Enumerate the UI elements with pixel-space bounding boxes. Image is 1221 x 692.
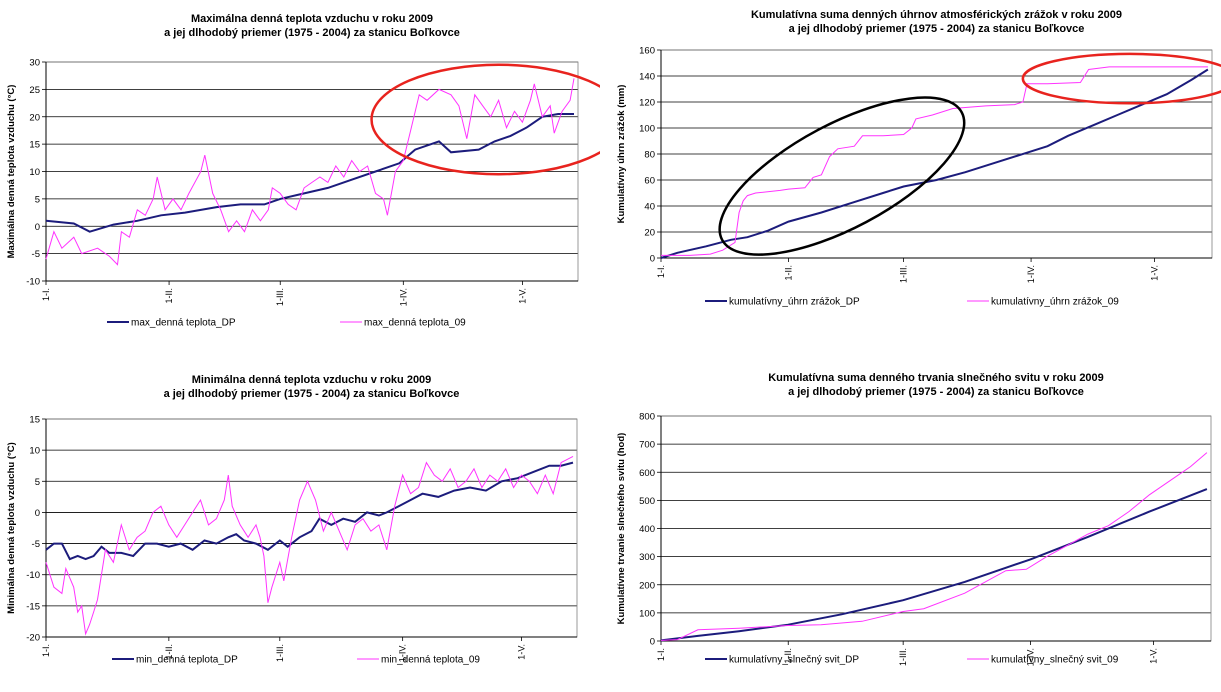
series-line-y09 [660, 452, 1208, 641]
y-tick-label: 100 [639, 608, 655, 619]
y-tick-label: 10 [29, 446, 40, 457]
y-axis-label: Maximálna denná teplota vzduchu (°C) [6, 85, 17, 259]
x-tick-label: 1-I. [656, 648, 666, 661]
y-tick-label: -10 [26, 570, 40, 581]
y-tick-label: 700 [639, 440, 655, 451]
x-tick-label: 1-V. [1149, 265, 1159, 281]
y-tick-label: -5 [32, 249, 40, 260]
chart-title: Kumulatívna suma denného trvania slnečné… [768, 372, 1104, 384]
y-tick-label: 300 [639, 552, 655, 563]
series-line-dp [45, 461, 574, 561]
legend-label: kumulatívny_úhrn zrážok_09 [991, 297, 1119, 308]
y-axis-label: Kumulatívne trvanie slnečného svitu (hod… [616, 433, 627, 625]
y-tick-label: 25 [29, 85, 40, 96]
x-tick-label: 1-IV. [398, 644, 408, 662]
x-tick-label: 1-IV. [398, 288, 408, 306]
y-tick-label: 5 [35, 477, 40, 488]
plot-area [45, 418, 578, 638]
legend-label: max_denná teplota_09 [364, 318, 466, 329]
y-tick-label: 20 [644, 228, 655, 239]
y-tick-label: 0 [35, 222, 40, 233]
y-tick-label: 40 [644, 202, 655, 213]
y-tick-label: 140 [639, 72, 655, 83]
y-tick-label: 15 [29, 415, 40, 426]
x-tick-label: 1-I. [41, 644, 51, 657]
x-tick-label: 1-II. [164, 288, 174, 304]
x-tick-label: 1-I. [656, 265, 666, 278]
legend-label: min_denná teplota_DP [136, 655, 238, 666]
y-tick-label: 600 [639, 468, 655, 479]
legend-label: max_denná teplota_DP [131, 318, 236, 329]
y-tick-label: -10 [26, 277, 40, 288]
x-tick-label: 1-V. [517, 288, 527, 304]
highlight-ellipse [370, 63, 600, 176]
series-line-dp [660, 68, 1209, 259]
y-tick-label: 15 [29, 140, 40, 151]
y-tick-label: 200 [639, 580, 655, 591]
x-tick-label: 1-II. [783, 648, 793, 664]
series-line-y09 [45, 78, 575, 266]
chart-subtitle: a jej dlhodobý priemer (1975 - 2004) za … [788, 386, 1084, 398]
y-tick-label: 0 [35, 508, 40, 519]
y-tick-label: -5 [32, 539, 40, 550]
x-tick-label: 1-III. [898, 648, 908, 666]
y-tick-label: 60 [644, 176, 655, 187]
y-tick-label: 120 [639, 98, 655, 109]
x-tick-label: 1-III. [899, 265, 909, 283]
y-tick-label: 500 [639, 496, 655, 507]
x-tick-label: 1-II. [164, 644, 174, 660]
y-tick-label: 30 [29, 58, 40, 69]
x-tick-label: 1-III. [275, 288, 285, 306]
y-tick-label: 0 [650, 254, 655, 265]
y-tick-label: -20 [26, 633, 40, 644]
y-tick-label: 10 [29, 167, 40, 178]
series-line-dp [45, 113, 574, 233]
x-tick-label: 1-II. [783, 265, 793, 281]
series-line-dp [660, 488, 1208, 642]
chart-title: Maximálna denná teplota vzduchu v roku 2… [191, 13, 433, 25]
legend-label: kumulatívny_slnečný svit_09 [991, 655, 1119, 666]
chart-title: Minimálna denná teplota vzduchu v roku 2… [192, 374, 432, 386]
y-tick-label: 800 [639, 412, 655, 423]
y-tick-label: 5 [35, 194, 40, 205]
x-tick-label: 1-III. [275, 644, 285, 662]
y-tick-label: 400 [639, 524, 655, 535]
chart-3: Minimálna denná teplota vzduchu v roku 2… [6, 374, 578, 666]
legend-label: kumulatívny_slnečný svit_DP [729, 655, 859, 666]
chart-2: Kumulatívna suma denných úhrnov atmosfér… [616, 9, 1221, 308]
series-line-y09 [45, 455, 574, 636]
chart-subtitle: a jej dlhodobý priemer (1975 - 2004) za … [789, 23, 1085, 35]
y-tick-label: 20 [29, 112, 40, 123]
x-tick-label: 1-V. [517, 644, 527, 660]
highlight-ellipse [1021, 52, 1221, 105]
chart-subtitle: a jej dlhodobý priemer (1975 - 2004) za … [164, 388, 460, 400]
x-tick-label: 1-IV. [1026, 265, 1036, 283]
y-tick-label: 0 [650, 637, 655, 648]
x-tick-label: 1-V. [1149, 648, 1159, 664]
x-tick-label: 1-I. [41, 288, 51, 301]
y-axis-label: Kumulatívny úhrn zrážok (mm) [616, 85, 627, 224]
y-tick-label: 80 [644, 150, 655, 161]
chart-subtitle: a jej dlhodobý priemer (1975 - 2004) za … [164, 27, 460, 39]
legend-label: kumulatívny_úhrn zrážok_DP [729, 297, 860, 308]
y-axis-label: Minimálna denná teplota vzduchu (°C) [6, 442, 17, 614]
y-tick-label: 160 [639, 46, 655, 57]
chart-1: Maximálna denná teplota vzduchu v roku 2… [6, 13, 600, 329]
chart-4: Kumulatívna suma denného trvania slnečné… [616, 372, 1212, 666]
x-tick-label: 1-IV. [1025, 648, 1035, 666]
y-tick-label: -15 [26, 601, 40, 612]
series-line-y09 [661, 66, 1208, 256]
legend-label: min_denná teplota_09 [381, 655, 480, 666]
y-tick-label: 100 [639, 124, 655, 135]
chart-title: Kumulatívna suma denných úhrnov atmosfér… [751, 9, 1122, 21]
highlight-ellipse [718, 96, 966, 256]
